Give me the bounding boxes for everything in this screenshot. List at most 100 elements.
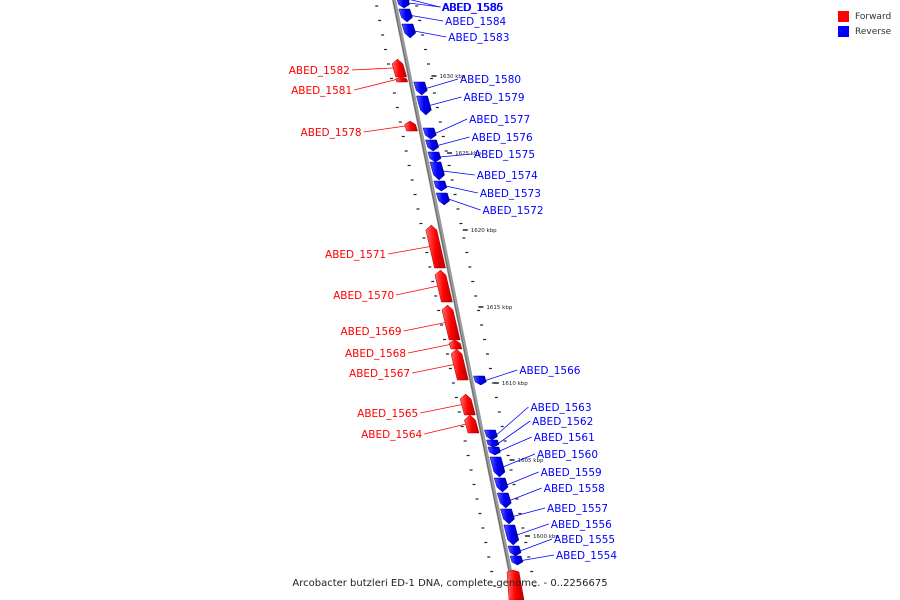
gene-label[interactable]: ABED_1577: [469, 114, 530, 126]
gene-label[interactable]: ABED_1578: [301, 127, 362, 139]
gene-abed-1563[interactable]: [484, 429, 498, 441]
leader-line: [420, 404, 463, 414]
gene-abed-1576[interactable]: [425, 139, 439, 152]
gene-abed-1573[interactable]: [433, 180, 448, 192]
gene-label[interactable]: ABED_1558: [544, 483, 605, 495]
gene-label[interactable]: ABED_1554: [556, 550, 617, 562]
legend-reverse: Reverse: [838, 24, 891, 39]
gene-abed-1555[interactable]: [507, 545, 522, 557]
leader-line: [502, 453, 536, 468]
gene-label[interactable]: ABED_1559: [541, 467, 602, 479]
gene-abed-1584[interactable]: [398, 8, 413, 23]
gene-label[interactable]: ABED_1573: [480, 188, 541, 200]
gene-label[interactable]: ABED_1576: [472, 132, 533, 144]
gene-label[interactable]: ABED_1585: [443, 2, 504, 14]
gene-label[interactable]: ABED_1586: [442, 2, 503, 14]
reverse-swatch: [838, 26, 849, 37]
leader-line: [354, 79, 397, 91]
leader-line: [351, 67, 394, 71]
ruler-label: 1610 kbp: [502, 381, 528, 387]
gene-abed-1577[interactable]: [422, 127, 437, 140]
gene-abed-1582[interactable]: [391, 58, 408, 78]
gene-abed-1560[interactable]: [489, 456, 506, 478]
ruler-label: 1630 kbp: [439, 74, 465, 80]
gene-abed-1583[interactable]: [401, 23, 416, 39]
gene-abed-1567[interactable]: [450, 348, 469, 381]
leader-line: [445, 185, 478, 194]
gene-label[interactable]: ABED_1584: [445, 16, 506, 28]
leader-line: [439, 153, 472, 158]
gene-label[interactable]: ABED_1574: [477, 170, 538, 182]
ruler-label: 1615 kbp: [486, 305, 512, 311]
gene-label[interactable]: ABED_1579: [463, 92, 524, 104]
ruler-label: 1605 kbp: [518, 458, 544, 464]
gene-abed-1571[interactable]: [425, 224, 446, 269]
gene-abed-1562[interactable]: [486, 439, 500, 448]
gene-label[interactable]: ABED_1570: [333, 290, 394, 302]
gene-abed-1561[interactable]: [487, 446, 501, 456]
gene-abed-1580[interactable]: [413, 81, 428, 96]
gene-label[interactable]: ABED_1571: [325, 249, 386, 261]
gene-abed-1579[interactable]: [416, 95, 432, 116]
gene-abed-1564[interactable]: [464, 414, 480, 434]
gene-label[interactable]: ABED_1556: [551, 519, 612, 531]
gene-label[interactable]: ABED_1565: [357, 408, 418, 420]
leader-line: [521, 554, 555, 561]
gene-label[interactable]: ABED_1568: [345, 348, 406, 360]
leader-line: [407, 344, 451, 354]
leader-line: [429, 96, 462, 106]
gene-label[interactable]: ABED_1582: [289, 65, 350, 77]
legend-forward-label: Forward: [855, 11, 892, 22]
gene-label[interactable]: ABED_1562: [532, 416, 593, 428]
leader-lines: [351, 0, 555, 561]
gene-label[interactable]: ABED_1583: [448, 32, 509, 44]
leader-line: [425, 78, 459, 89]
leader-line: [414, 30, 447, 38]
leader-line: [496, 406, 529, 436]
gene-label[interactable]: ABED_1567: [349, 368, 410, 380]
gene-label[interactable]: ABED_1563: [530, 402, 591, 414]
gene-abed-1559[interactable]: [493, 477, 509, 493]
leader-line: [516, 523, 549, 536]
gene-abed-1557[interactable]: [500, 508, 515, 525]
leader-line: [509, 487, 542, 501]
gene-abed-1585[interactable]: [396, 0, 410, 9]
gene-abed-1554[interactable]: [509, 555, 524, 566]
minor-ticks: [375, 5, 537, 587]
gene-label[interactable]: ABED_1572: [482, 205, 543, 217]
gene-label[interactable]: ABED_1555: [554, 534, 615, 546]
gene-label[interactable]: ABED_1561: [534, 432, 595, 444]
gene-abed-1570[interactable]: [434, 269, 453, 303]
gene-label[interactable]: ABED_1581: [291, 85, 352, 97]
gene-abed-1556[interactable]: [503, 524, 520, 546]
leader-line: [388, 246, 431, 255]
gene-abed-1581[interactable]: [395, 76, 409, 83]
leader-line: [408, 2, 441, 8]
gene-abed-1572[interactable]: [435, 192, 450, 206]
gene-abed-1578[interactable]: [404, 120, 418, 132]
gene-label[interactable]: ABED_1557: [547, 503, 608, 515]
gene-label[interactable]: ABED_1569: [340, 326, 401, 338]
gene-partial-bottom[interactable]: [506, 569, 525, 600]
legend: Forward Reverse: [838, 9, 891, 39]
gene-label[interactable]: ABED_1575: [474, 149, 535, 161]
gene-abed-1575[interactable]: [427, 151, 442, 163]
gene-label[interactable]: ABED_1566: [519, 365, 580, 377]
gene-abed-1568[interactable]: [448, 339, 463, 350]
leader-line: [434, 118, 468, 134]
genome-axis: [392, 0, 518, 600]
gene-abed-1558[interactable]: [496, 492, 512, 509]
gene-abed-1566[interactable]: [473, 375, 487, 386]
gene-label[interactable]: ABED_1564: [361, 429, 422, 441]
forward-swatch: [838, 11, 849, 22]
gene-label[interactable]: ABED_1580: [460, 74, 521, 86]
ruler-label: 1600 kbp: [533, 534, 559, 540]
leader-line: [499, 436, 532, 452]
gene-label[interactable]: ABED_1560: [537, 449, 598, 461]
leader-line: [411, 15, 444, 22]
leader-line: [412, 364, 455, 374]
gene-features: [391, 0, 525, 600]
gene-abed-1574[interactable]: [429, 161, 445, 181]
